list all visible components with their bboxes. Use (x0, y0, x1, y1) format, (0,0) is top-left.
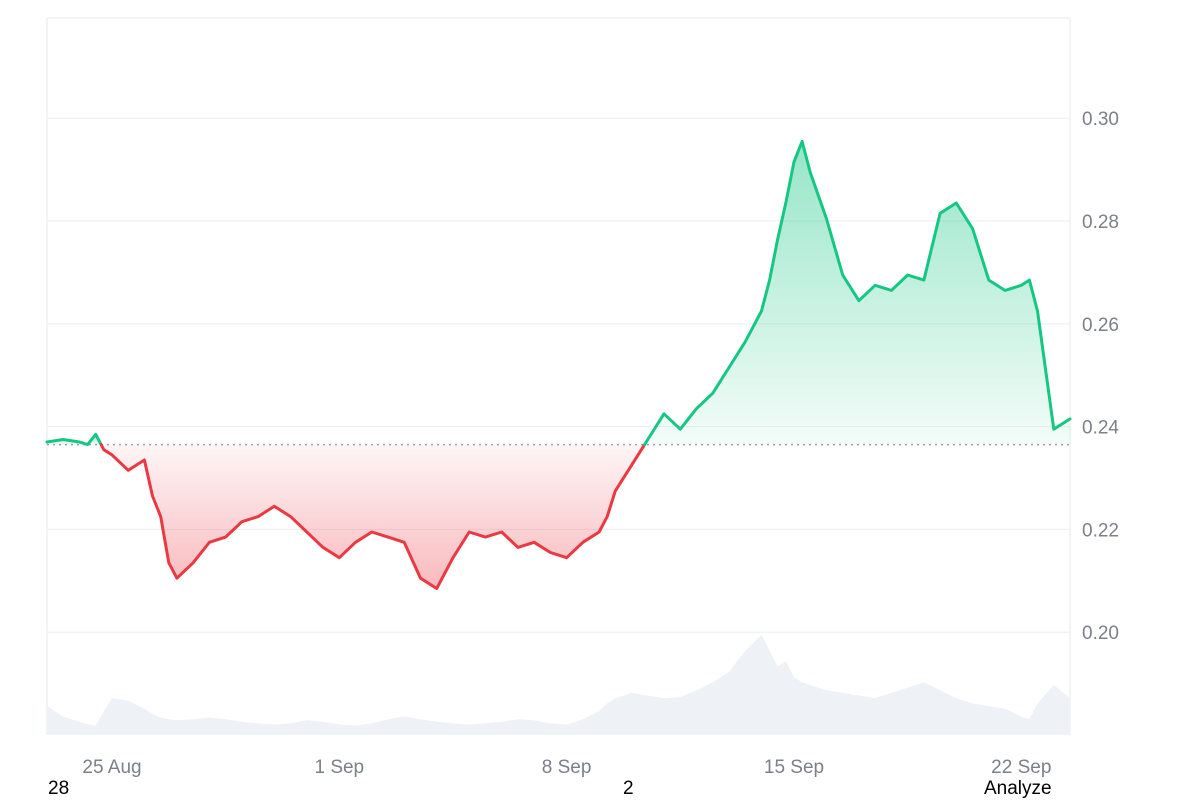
analyze-link[interactable]: Analyze (984, 778, 1052, 799)
volume-area (47, 635, 1070, 735)
footer-left-label: 28 (48, 778, 70, 799)
price-fill (47, 141, 1070, 589)
x-tick-label: 1 Sep (314, 757, 364, 778)
x-tick-label: 25 Aug (82, 757, 141, 778)
grid-lines (47, 117, 1070, 633)
down-area-1 (101, 444, 645, 589)
y-tick-label: 0.26 (1082, 315, 1119, 336)
x-tick-label: 8 Sep (542, 757, 592, 778)
y-tick-label: 0.30 (1082, 109, 1119, 130)
plot-frame (46, 17, 1071, 735)
up-line-2 (643, 139, 1072, 447)
y-tick-label: 0.24 (1082, 418, 1119, 439)
y-tick-label: 0.20 (1082, 623, 1119, 644)
price-line (45, 139, 1072, 590)
x-axis-ticks: 25 Aug 1 Sep 8 Sep 15 Sep 22 Sep (82, 757, 1051, 778)
up-area-0 (47, 434, 102, 445)
x-tick-label: 15 Sep (764, 757, 824, 778)
y-axis-ticks: 0.30 0.28 0.26 0.24 0.22 0.20 (1082, 109, 1119, 644)
y-tick-label: 0.22 (1082, 520, 1119, 541)
y-tick-label: 0.28 (1082, 212, 1119, 233)
x-tick-label: 22 Sep (991, 757, 1051, 778)
down-line-1 (99, 443, 647, 590)
volume-shape (47, 635, 1070, 735)
up-line-0 (45, 432, 103, 447)
footer-middle-label: 2 (623, 778, 634, 799)
